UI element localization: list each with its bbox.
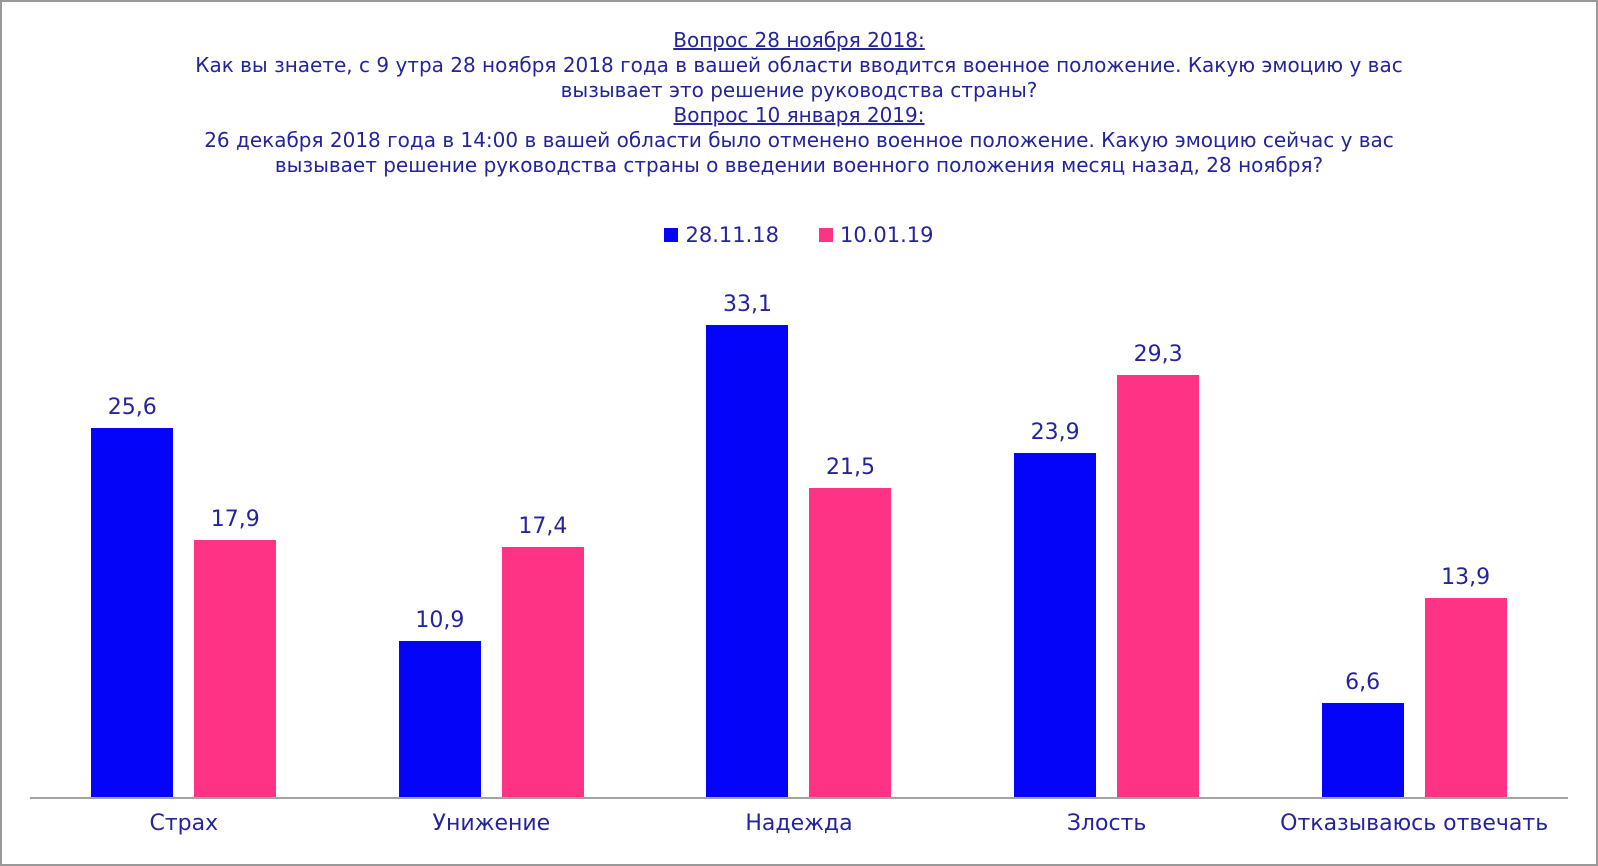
bar-column: 13,9 xyxy=(1424,292,1507,799)
legend-item: 28.11.18 xyxy=(664,223,779,247)
legend-label: 28.11.18 xyxy=(685,223,779,247)
bar-column: 17,9 xyxy=(194,292,277,799)
category-label: Надежда xyxy=(745,811,853,836)
bar-group: 33,1 21,5 xyxy=(645,292,953,799)
chart-title: Вопрос 28 ноября 2018: Как вы знаете, с 9… xyxy=(22,28,1576,178)
title-line: Вопрос 10 января 2019: xyxy=(673,103,925,127)
title-line: вызывает решение руководства страны о вв… xyxy=(274,153,1324,177)
bar-value-label: 25,6 xyxy=(107,395,157,420)
bar-group: 6,6 13,9 xyxy=(1260,292,1568,799)
bar-column: 21,5 xyxy=(809,292,892,799)
bar xyxy=(1321,703,1404,799)
bar xyxy=(1014,453,1097,799)
bar-value-label: 10,9 xyxy=(415,608,465,633)
bar-value-label: 6,6 xyxy=(1345,670,1381,695)
bar-value-label: 13,9 xyxy=(1441,565,1491,590)
bar xyxy=(398,641,481,799)
bar xyxy=(501,547,584,799)
bar-column: 33,1 xyxy=(706,292,789,799)
category-label: Злость xyxy=(1066,811,1147,836)
bar-value-label: 21,5 xyxy=(825,455,875,480)
bar-group: 25,6 17,9 xyxy=(30,292,338,799)
legend-swatch-icon xyxy=(819,228,833,242)
bar-column: 25,6 xyxy=(91,292,174,799)
plot-area: 25,6 17,9 10,9 17,4 33,1 21,5 23,9 29,3 6,6 13,9 xyxy=(30,292,1568,799)
bar-value-label: 33,1 xyxy=(722,292,772,317)
bar xyxy=(194,540,277,799)
legend-item: 10.01.19 xyxy=(819,223,934,247)
bar-column: 17,4 xyxy=(501,292,584,799)
bar-value-label: 29,3 xyxy=(1133,342,1183,367)
bar xyxy=(91,428,174,799)
title-line: вызывает это решение руководства страны? xyxy=(560,78,1038,102)
legend-label: 10.01.19 xyxy=(840,223,934,247)
bar-group: 23,9 29,3 xyxy=(953,292,1261,799)
bar xyxy=(809,488,892,799)
category-label: Отказываюсь отвечать xyxy=(1280,811,1549,836)
legend-swatch-icon xyxy=(664,228,679,242)
bar-column: 6,6 xyxy=(1321,292,1404,799)
category-label: Унижение xyxy=(432,811,551,836)
bar-column: 29,3 xyxy=(1117,292,1200,799)
x-axis-line xyxy=(30,797,1568,799)
bar-column: 23,9 xyxy=(1014,292,1097,799)
category-axis: Страх Унижение Надежда Злость Отказываюсь от… xyxy=(30,811,1568,836)
bar xyxy=(1117,375,1200,799)
chart-legend: 28.11.18 10.01.19 xyxy=(2,223,1596,247)
bar-value-label: 17,9 xyxy=(210,507,260,532)
bar-value-label: 23,9 xyxy=(1030,420,1080,445)
title-line: 26 декабря 2018 года в 14:00 в вашей обл… xyxy=(204,128,1394,152)
category-label: Страх xyxy=(149,811,219,836)
title-line: Вопрос 28 ноября 2018: xyxy=(673,28,925,52)
bar-group: 10,9 17,4 xyxy=(338,292,646,799)
bar xyxy=(1424,598,1507,799)
bar xyxy=(706,325,789,799)
bar-value-label: 17,4 xyxy=(518,514,568,539)
title-line: Как вы знаете, с 9 утра 28 ноября 2018 г… xyxy=(195,53,1403,77)
bar-column: 10,9 xyxy=(398,292,481,799)
